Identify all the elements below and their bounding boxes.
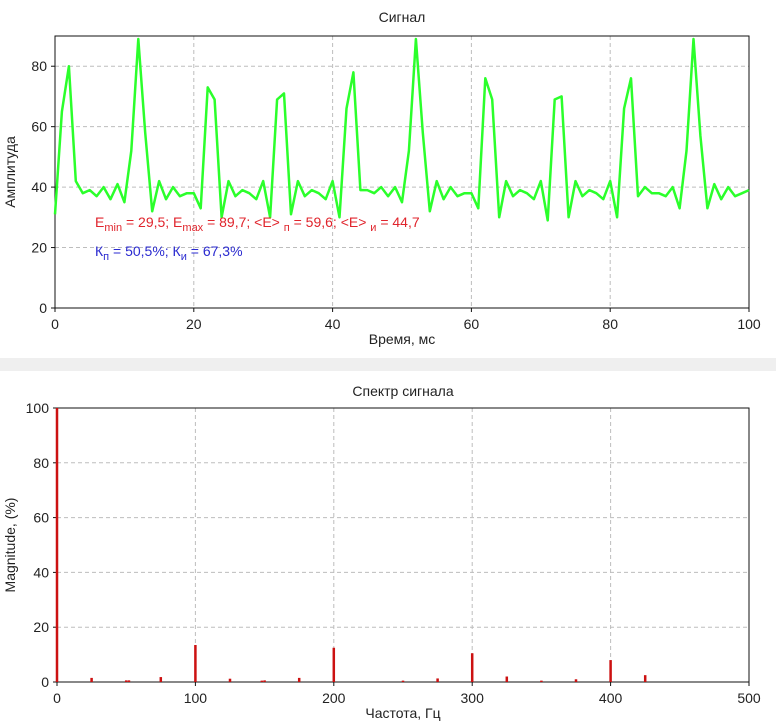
annotation-segment: и <box>370 222 376 234</box>
x-tick-label: 20 <box>186 316 202 332</box>
y-tick-label: 40 <box>31 179 47 195</box>
annotation-segment: = 67,3% <box>187 243 243 259</box>
chart-title: Сигнал <box>379 9 426 25</box>
y-tick-label: 40 <box>33 564 49 580</box>
annotation-segment: = 29,5; E <box>122 214 182 230</box>
x-tick-label: 0 <box>51 316 59 332</box>
x-tick-label: 40 <box>325 316 341 332</box>
annotation-segment: min <box>104 222 122 234</box>
x-tick-label: 300 <box>461 690 485 706</box>
spectrum-chart-panel: Спектр сигнала 0 20 40 60 80 100 0 100 200 300 400 5… <box>0 371 776 723</box>
x-tick-label: 0 <box>53 690 61 706</box>
energy-stats-annotation: Emin = 29,5; Emax = 89,7; <E> п = 59,6; … <box>95 214 420 234</box>
y-axis-title: Magnitude, (%) <box>2 498 18 593</box>
y-tick-label: 80 <box>31 58 47 74</box>
x-axis-title: Время, мс <box>369 331 436 347</box>
annotation-segment: К <box>95 243 104 259</box>
annotation-segment: и <box>181 251 187 263</box>
x-tick-label: 200 <box>322 690 346 706</box>
annotation-segment: п <box>103 251 109 263</box>
y-tick-label: 80 <box>33 455 49 471</box>
annotation-segment: = 50,5%; К <box>109 243 181 259</box>
signal-chart-panel: Сигнал 0 20 40 60 80 0 20 40 60 80 100 Время, мс Ампл… <box>0 0 776 358</box>
spectrum-chart: Спектр сигнала 0 20 40 60 80 100 0 100 200 300 400 5… <box>2 383 761 721</box>
y-tick-label: 100 <box>26 400 50 416</box>
x-tick-label: 100 <box>737 316 761 332</box>
signal-chart: Сигнал 0 20 40 60 80 0 20 40 60 80 100 Время, мс Ампл… <box>2 9 761 347</box>
annotation-segment: max <box>182 222 203 234</box>
y-tick-label: 20 <box>31 240 47 256</box>
x-axis-title: Частота, Гц <box>365 705 440 721</box>
plot-frame <box>54 35 750 309</box>
annotation-segment: = 59,6; <E> <box>290 214 371 230</box>
plot-frame <box>56 407 750 683</box>
y-tick-label: 0 <box>41 674 49 690</box>
y-tick-label: 60 <box>31 119 47 135</box>
x-tick-label: 400 <box>599 690 623 706</box>
y-tick-label: 0 <box>39 300 47 316</box>
annotation-segment: = 44,7 <box>376 214 419 230</box>
annotation-segment: E <box>95 214 104 230</box>
chart-title: Спектр сигнала <box>352 383 453 399</box>
annotation-segment: = 89,7; <E> <box>203 214 284 230</box>
coefficient-annotation: Кп = 50,5%; Ки = 67,3% <box>95 243 243 263</box>
y-axis-title: Амплитуда <box>2 136 18 208</box>
x-tick-label: 60 <box>464 316 480 332</box>
panel-separator <box>0 358 776 371</box>
y-tick-label: 20 <box>33 619 49 635</box>
x-tick-label: 80 <box>602 316 618 332</box>
y-tick-label: 60 <box>33 510 49 526</box>
x-tick-label: 500 <box>737 690 761 706</box>
x-tick-label: 100 <box>184 690 208 706</box>
annotation-segment: п <box>284 222 290 234</box>
